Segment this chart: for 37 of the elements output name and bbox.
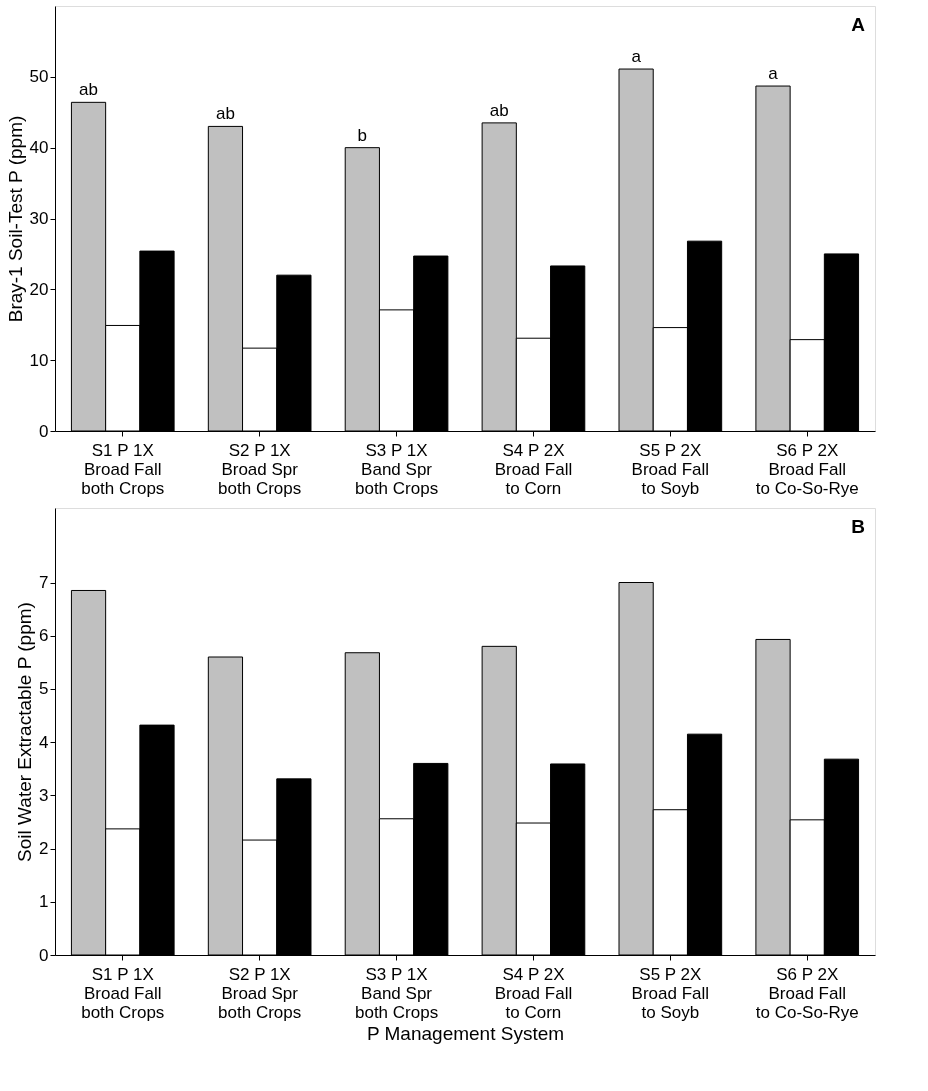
annotation: ab [215,104,235,124]
x-tick-label: S1 P 1X Broad Fall both Crops [81,440,165,498]
x-axis-title: P Management System [366,1022,565,1044]
y-tick-label: 40 [29,138,49,158]
x-tick-label: S4 P 2X Broad Fall to Corn [494,964,573,1022]
y-tick-label: 20 [29,279,49,299]
y-tick-label: 5 [39,679,49,699]
y-tick-label: 6 [39,626,49,646]
y-tick-label: 10 [29,350,49,370]
x-tick-label: S1 P 1X Broad Fall both Crops [81,964,165,1022]
y-tick-label: 7 [39,573,49,592]
x-tick-label: S5 P 2X Broad Fall to Soyb [631,440,710,498]
x-tick-label: S5 P 2X Broad Fall to Soyb [631,964,710,1022]
x-tick-label: S2 P 1X Broad Spr both Crops [218,964,302,1022]
x-tick-label: S3 P 1X Band Spr both Crops [354,964,439,1022]
x-tick-label: S2 P 1X Broad Spr both Crops [218,440,302,498]
annotation: b [357,125,368,145]
y-tick-label: 0 [39,421,49,441]
annotation: ab [489,100,509,120]
annotation: B [851,516,865,537]
y-tick-label: 30 [29,209,49,228]
y-tick-label: 4 [39,732,49,752]
x-tick-label: S6 P 2X Broad Fall to Co-So-Rye [755,964,859,1022]
annotation: A [851,14,866,35]
y-axis-title: Bray-1 Soil-Test P (ppm) [4,115,26,323]
y-tick-label: 0 [39,945,49,965]
y-tick-label: 2 [39,839,49,859]
y-tick-label: 3 [39,785,49,805]
y-axis-title: Soil Water Extractable P (ppm) [14,602,36,862]
x-tick-label: S4 P 2X Broad Fall to Corn [494,440,573,498]
y-tick-label: 1 [39,892,49,912]
annotation: a [631,47,642,67]
x-tick-label: S6 P 2X Broad Fall to Co-So-Rye [755,440,859,498]
annotation: a [768,64,779,84]
y-tick-label: 50 [29,67,49,87]
annotation: ab [79,80,98,100]
x-tick-label: S3 P 1X Band Spr both Crops [354,440,439,498]
